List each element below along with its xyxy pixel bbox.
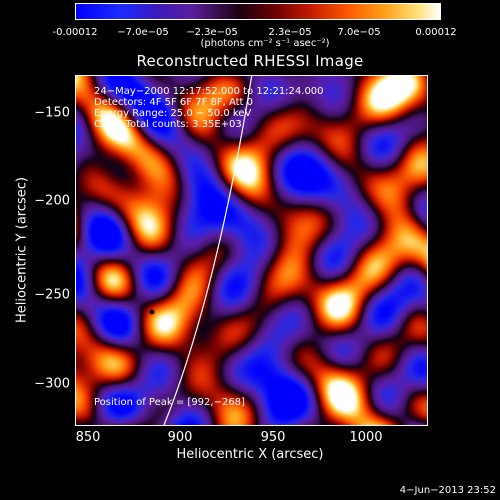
colorbar-tick: −7.0e−05 [117, 27, 169, 38]
limb-overlay [149, 76, 253, 425]
x-axis-label: Heliocentric X (arcsec) [176, 447, 324, 462]
colorbar-tick: 7.0e−05 [337, 27, 381, 38]
colorbar-tick: 2.3e−05 [268, 27, 312, 38]
clean-counts-text: Clean Total counts: 3.35E+03 [94, 119, 242, 130]
time-range-text: 24−May−2000 12:17:52.000 to 12:21:24.000 [94, 86, 324, 97]
solar-limb-line [163, 76, 253, 425]
peak-position-text: Position of Peak = [992,−268] [94, 397, 245, 408]
x-tick-label: 950 [260, 430, 286, 445]
x-tick-label: 850 [75, 430, 101, 445]
image-plot-area: 24−May−2000 12:17:52.000 to 12:21:24.000… [75, 75, 428, 426]
y-tick-label: −200 [34, 193, 70, 209]
colorbar-unit-label: (photons cm⁻² s⁻¹ asec⁻²) [200, 38, 330, 49]
colorbar-tick: -0.00012 [52, 27, 98, 38]
detectors-text: Detectors: 4F 5F 6F 7F 8F, Att 0 [94, 97, 254, 108]
colorbar-tick: 0.00012 [415, 27, 457, 38]
y-tick-label: −300 [34, 376, 70, 392]
y-tick-label: −150 [34, 105, 70, 121]
colorbar-tick: −2.3e−05 [186, 27, 238, 38]
x-tick-label: 1000 [349, 430, 383, 445]
image-title: Reconstructed RHESSI Image [136, 52, 364, 70]
timestamp-footer: 4−Jun−2013 23:52 [399, 485, 496, 496]
y-tick-label: −250 [34, 287, 70, 303]
y-axis-label: Heliocentric Y (arcsec) [14, 177, 30, 323]
x-tick-label: 900 [167, 430, 193, 445]
peak-marker [149, 309, 155, 315]
energy-range-text: Energy Range: 25.0 − 50.0 keV [94, 108, 252, 119]
rhessi-image [76, 76, 427, 425]
colorbar [75, 3, 441, 20]
